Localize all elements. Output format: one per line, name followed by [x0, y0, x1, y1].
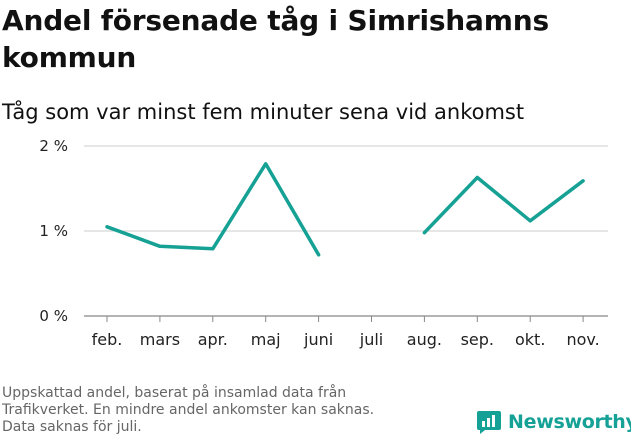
line-chart: 0 % 1 % 2 % feb. mars apr. maj juni juli aug. sep… [39, 137, 608, 349]
x-tick-label: juli [359, 330, 383, 349]
x-axis-ticks: feb. mars apr. maj juni juli aug. sep. okt. nov. [92, 316, 600, 349]
footnote-line-3: Data saknas för juli. [2, 419, 142, 435]
x-tick-label: nov. [566, 330, 599, 349]
series-lines [105, 162, 585, 257]
y-axis-ticks: 0 % 1 % 2 % [39, 137, 68, 325]
y-tick-label: 2 % [39, 137, 68, 155]
footnote-line-1: Uppskattad andel, baserat på insamlad da… [2, 385, 347, 401]
y-tick-label: 1 % [39, 222, 68, 240]
brand: Newsworthy [476, 408, 631, 436]
x-tick-label: maj [251, 330, 281, 349]
footnote: Uppskattad andel, baserat på insamlad da… [2, 385, 442, 436]
x-tick-label: juni [303, 330, 333, 349]
y-tick-label: 0 % [39, 307, 68, 325]
x-tick-label: aug. [407, 330, 442, 349]
footnote-line-2: Trafikverket. En mindre andel ankomster … [2, 402, 375, 418]
series-line-segment [422, 175, 585, 235]
newsworthy-logo-icon [477, 411, 501, 434]
chart-subtitle: Tåg som var minst fem minuter sena vid a… [2, 100, 525, 124]
chart-title: Andel försenade tåg i Simrishamns kommun [2, 4, 549, 74]
x-tick-label: apr. [198, 330, 228, 349]
brand-name: Newsworthy [508, 411, 631, 433]
series-line-segment [105, 162, 321, 257]
x-tick-label: okt. [515, 330, 545, 349]
x-tick-label: feb. [92, 330, 123, 349]
gridlines [84, 145, 608, 317]
x-tick-label: mars [140, 330, 180, 349]
x-tick-label: sep. [461, 330, 494, 349]
